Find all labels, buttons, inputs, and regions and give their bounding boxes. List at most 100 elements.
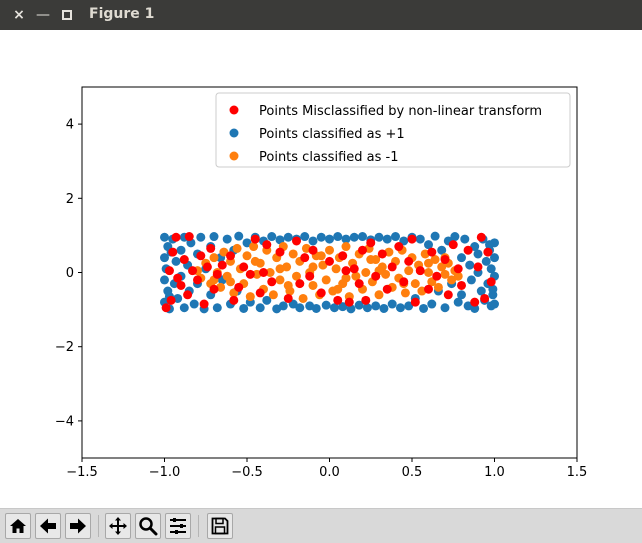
scatter-point <box>344 297 354 307</box>
scatter-point <box>173 273 183 283</box>
scatter-point <box>361 295 371 305</box>
scatter-point <box>447 275 457 285</box>
back-arrow-icon[interactable] <box>35 513 61 539</box>
scatter-point <box>176 245 186 255</box>
scatter-point <box>362 303 372 313</box>
scatter-point <box>288 249 298 259</box>
scatter-point <box>308 262 318 272</box>
scatter-point <box>300 253 310 263</box>
scatter-point <box>466 275 476 285</box>
scatter-point <box>358 245 367 255</box>
scatter-point <box>341 234 351 244</box>
scatter-point <box>351 271 361 281</box>
scatter-point <box>267 232 277 242</box>
scatter-point <box>366 255 376 265</box>
scatter-point <box>338 251 348 261</box>
scatter-point <box>437 245 447 255</box>
scatter-point <box>358 232 367 242</box>
scatter-point <box>188 266 198 276</box>
close-icon[interactable]: × <box>13 7 25 23</box>
scatter-point <box>275 275 285 285</box>
scatter-point <box>349 264 359 274</box>
scatter-point <box>321 300 331 310</box>
scatter-point <box>341 273 351 283</box>
y-tick-label: −4 <box>55 414 74 429</box>
scatter-point <box>206 243 216 253</box>
scatter-point <box>275 264 285 274</box>
window-title: Figure 1 <box>89 6 155 22</box>
x-tick-label: 0.5 <box>402 465 423 480</box>
scatter-point <box>168 247 178 257</box>
scatter-point <box>379 303 389 313</box>
scatter-point <box>199 299 209 309</box>
minimize-icon[interactable]: — <box>36 7 50 23</box>
scatter-point <box>394 242 404 252</box>
scatter-point <box>242 238 252 248</box>
x-tick-label: 1.0 <box>484 465 505 480</box>
scatter-point <box>404 256 414 266</box>
scatter-point <box>212 303 222 313</box>
scatter-point <box>321 275 331 285</box>
scatter-point <box>160 275 169 285</box>
scatter-point <box>457 253 466 263</box>
scatter-point <box>160 253 169 263</box>
subplots-icon[interactable] <box>165 513 191 539</box>
forward-arrow-icon[interactable] <box>65 513 91 539</box>
scatter-point <box>171 232 181 242</box>
legend-marker <box>229 151 239 161</box>
scatter-point <box>354 279 364 289</box>
scatter-point <box>424 240 433 250</box>
legend-label: Points Misclassified by non-linear trans… <box>259 104 542 119</box>
pan-icon[interactable] <box>105 513 131 539</box>
scatter-point <box>179 303 189 313</box>
scatter-point <box>443 290 453 300</box>
scatter-chart: −1.5 −1.0 −0.5 0.0 0.5 1.0 1.5 −4 −2 0 2 4 Points M… <box>55 86 587 480</box>
home-icon[interactable] <box>5 513 31 539</box>
scatter-point <box>229 295 239 305</box>
scatter-point <box>239 303 249 313</box>
scatter-point <box>311 303 321 313</box>
scatter-point <box>410 279 420 289</box>
scatter-point <box>295 303 305 313</box>
scatter-point <box>427 247 437 257</box>
scatter-point <box>265 268 275 277</box>
y-tick-label: 4 <box>66 118 74 133</box>
scatter-point <box>331 264 341 274</box>
scatter-point <box>245 292 255 302</box>
scatter-point <box>183 290 193 300</box>
scatter-point <box>250 256 260 266</box>
scatter-point <box>318 260 328 270</box>
maximize-icon[interactable] <box>59 7 75 23</box>
scatter-point <box>430 255 440 265</box>
x-tick-label: 0.0 <box>319 465 340 480</box>
scatter-point <box>217 260 227 270</box>
scatter-point <box>490 253 499 263</box>
scatter-point <box>333 232 343 242</box>
legend-label: Points classified as -1 <box>259 150 398 165</box>
scatter-point <box>161 303 171 313</box>
scatter-point <box>196 251 206 261</box>
scatter-point <box>308 236 318 246</box>
scatter-point <box>410 297 420 307</box>
scatter-point <box>366 238 376 248</box>
scatter-point <box>202 262 212 272</box>
x-tick-label: −1.5 <box>66 465 98 480</box>
scatter-point <box>433 282 443 292</box>
scatter-point <box>193 275 202 285</box>
scatter-point <box>295 279 305 289</box>
scatter-point <box>176 280 186 290</box>
scatter-point <box>184 232 194 242</box>
scatter-point <box>179 255 189 265</box>
scatter-point <box>209 253 219 263</box>
x-tick-label: −0.5 <box>231 465 263 480</box>
scatter-point <box>450 232 460 242</box>
legend-label: Points classified as +1 <box>259 127 405 142</box>
window-titlebar: × — Figure 1 <box>0 0 642 30</box>
zoom-icon[interactable] <box>135 513 161 539</box>
save-icon[interactable] <box>207 513 233 539</box>
scatter-point <box>325 234 334 244</box>
scatter-point <box>333 284 343 294</box>
scatter-point <box>382 284 392 294</box>
scatter-point <box>275 235 285 245</box>
scatter-point <box>415 234 425 244</box>
